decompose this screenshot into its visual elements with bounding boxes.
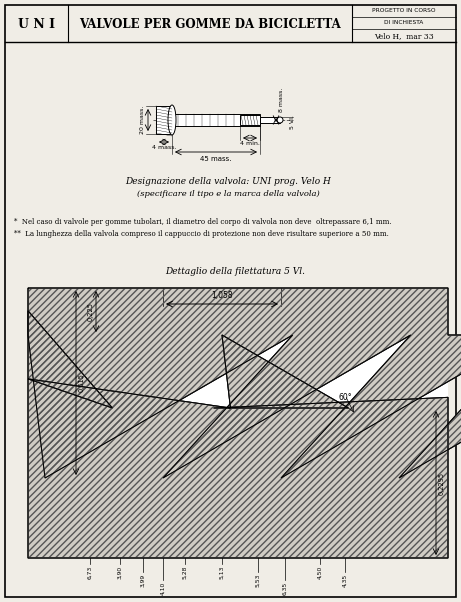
Text: U N I: U N I xyxy=(18,17,54,31)
Text: 4,50: 4,50 xyxy=(318,566,323,579)
Bar xyxy=(240,115,260,125)
Bar xyxy=(172,114,260,126)
Text: PROGETTO IN CORSO: PROGETTO IN CORSO xyxy=(372,8,436,13)
Text: 4 min.: 4 min. xyxy=(240,141,260,146)
Text: 0,2295: 0,2295 xyxy=(439,471,445,495)
Text: 3,90: 3,90 xyxy=(118,566,123,579)
Text: 5 Vl.: 5 Vl. xyxy=(290,115,295,129)
Text: 5,28: 5,28 xyxy=(183,566,188,579)
Text: **  La lunghezza della valvola compreso il cappuccio di protezione non deve risu: ** La lunghezza della valvola compreso i… xyxy=(14,230,389,238)
Text: 5,13: 5,13 xyxy=(219,566,225,579)
Polygon shape xyxy=(28,288,461,478)
Text: 6,73: 6,73 xyxy=(88,566,93,579)
Bar xyxy=(28,335,448,408)
Text: 6,35: 6,35 xyxy=(283,582,288,595)
Bar xyxy=(260,117,280,123)
Text: Designazione della valvola: UNI prog. Velo H: Designazione della valvola: UNI prog. Ve… xyxy=(125,178,331,187)
Text: 5,53: 5,53 xyxy=(255,574,260,588)
Text: DI INCHIESTA: DI INCHIESTA xyxy=(384,20,424,25)
Text: *  Nel caso di valvole per gomme tubolari, il diametro del corpo di valvola non : * Nel caso di valvole per gomme tubolari… xyxy=(14,218,392,226)
Text: 4,35: 4,35 xyxy=(343,574,348,587)
Ellipse shape xyxy=(168,105,176,135)
Text: Velo H,  mar 33: Velo H, mar 33 xyxy=(374,32,434,40)
Polygon shape xyxy=(28,311,448,558)
Bar xyxy=(156,106,172,134)
Ellipse shape xyxy=(277,117,283,123)
Text: 3,99: 3,99 xyxy=(141,574,146,587)
Text: 8 mass.: 8 mass. xyxy=(279,88,284,112)
Text: VALVOLE PER GOMME DA BICICLETTA: VALVOLE PER GOMME DA BICICLETTA xyxy=(79,17,341,31)
Text: 0,615: 0,615 xyxy=(79,374,85,393)
Text: 0,225: 0,225 xyxy=(88,302,94,321)
Text: Dettaglio della filettatura 5 Vl.: Dettaglio della filettatura 5 Vl. xyxy=(165,267,305,276)
Text: 4 mass.: 4 mass. xyxy=(152,145,176,150)
Text: 1,058: 1,058 xyxy=(211,291,233,300)
Text: (specificare il tipo e la marca della valvola): (specificare il tipo e la marca della va… xyxy=(136,190,319,198)
Text: 45 mass.: 45 mass. xyxy=(200,156,232,162)
Text: 4,10: 4,10 xyxy=(160,582,165,595)
Text: 60°: 60° xyxy=(338,394,352,403)
Text: 20 mass.: 20 mass. xyxy=(140,106,145,134)
